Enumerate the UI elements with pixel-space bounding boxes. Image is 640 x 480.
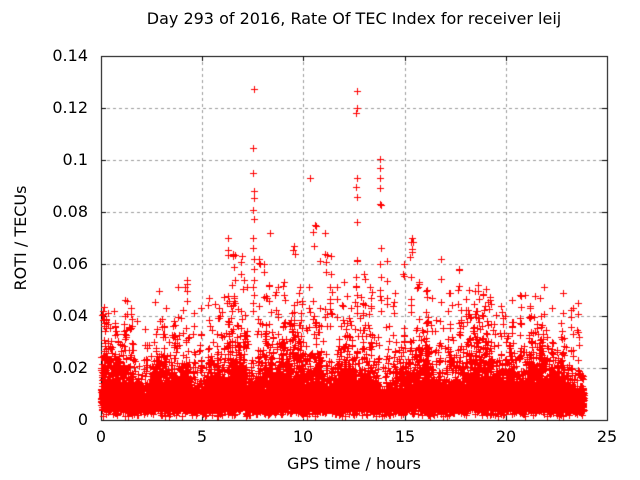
y-tick-label: 0.14 (52, 46, 88, 65)
x-tick-label: 20 (495, 427, 517, 446)
x-axis-label: GPS time / hours (287, 454, 421, 473)
x-tick-label: 10 (292, 427, 314, 446)
y-tick-label: 0.04 (52, 306, 88, 325)
y-axis-label: ROTI / TECUs (11, 185, 30, 291)
y-tick-label: 0.1 (62, 150, 88, 169)
y-tick-label: 0.02 (52, 358, 88, 377)
x-tick-label: 5 (196, 427, 208, 446)
y-tick-label: 0.06 (52, 254, 88, 273)
y-tick-label: 0 (77, 410, 88, 429)
y-tick-label: 0.08 (52, 202, 88, 221)
chart-title: Day 293 of 2016, Rate Of TEC Index for r… (146, 9, 562, 28)
x-tick-label: 0 (95, 427, 107, 446)
x-tick-label: 25 (596, 427, 618, 446)
y-tick-label: 0.12 (52, 98, 88, 117)
x-tick-label: 15 (394, 427, 416, 446)
